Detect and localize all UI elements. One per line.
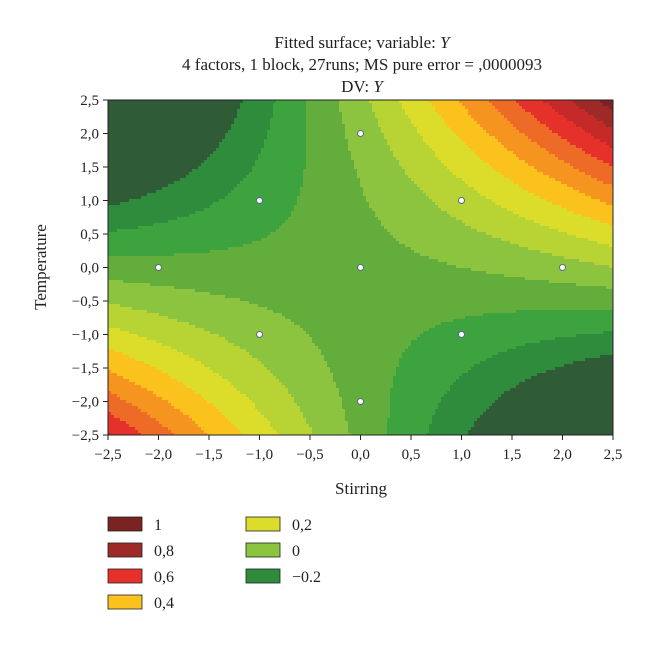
design-point (559, 264, 566, 271)
legend-label: 0,4 (154, 595, 174, 612)
chart-title-line-3: DV: Y (341, 77, 384, 96)
y-tick-label: −2,5 (72, 428, 99, 444)
chart-title-line-2: 4 factors, 1 block, 27runs; MS pure erro… (182, 55, 542, 74)
legend-item: 0,6 (107, 568, 174, 586)
legend-swatch (107, 542, 143, 558)
legend: 1 0,8 0,6 0,4 0,2 0 −0.2 (107, 516, 321, 612)
legend-swatch (107, 516, 143, 532)
x-tick-label: −0,5 (296, 447, 323, 463)
design-points (155, 130, 566, 405)
x-tick-label: −1,5 (195, 447, 222, 463)
y-tick-label: −0,5 (72, 294, 99, 310)
y-tick-label: −1,0 (72, 328, 99, 344)
x-tick-label: 1,0 (452, 447, 471, 463)
x-tick-label: 2,0 (553, 447, 572, 463)
y-tick-label: 2,5 (80, 93, 99, 109)
x-axis: −2,5 −2,0 −1,5 −1,0 −0,5 0,0 0,5 1,0 1,5 2,0 2,5 (94, 435, 622, 463)
legend-label: −0.2 (292, 569, 321, 586)
x-axis-label: Stirring (335, 479, 387, 498)
chart-title-line-1: Fitted surface; variable: Y (274, 33, 451, 52)
y-tick-label: 0,0 (80, 261, 99, 277)
y-tick-label: 0,5 (80, 227, 99, 243)
legend-item: 0,2 (245, 516, 312, 534)
legend-swatch (107, 568, 143, 584)
legend-item: −0.2 (245, 568, 321, 586)
contour-surface (108, 100, 613, 435)
legend-swatch (245, 542, 281, 558)
y-axis-label: Temperature (31, 224, 50, 310)
y-tick-label: 1,5 (80, 160, 99, 176)
legend-label: 0,8 (154, 543, 174, 560)
y-tick-label: −1,5 (72, 361, 99, 377)
legend-label: 0,6 (154, 569, 174, 586)
design-point (256, 331, 263, 338)
y-tick-label: −2,0 (72, 395, 99, 411)
x-tick-label: −2,5 (94, 447, 121, 463)
design-point (357, 398, 364, 405)
design-point (256, 197, 263, 204)
design-point (458, 197, 465, 204)
y-axis: −2,5 −2,0 −1,5 −1,0 −0,5 0,0 0,5 1,0 1,5 2,0 2,5 (72, 93, 108, 444)
legend-item: 0,8 (107, 542, 174, 560)
legend-swatch (107, 594, 143, 610)
x-tick-label: 2,5 (604, 447, 623, 463)
legend-item: 0,4 (107, 594, 174, 612)
x-tick-label: 0,5 (402, 447, 421, 463)
x-tick-label: 1,5 (503, 447, 522, 463)
design-point (155, 264, 162, 271)
legend-swatch (245, 516, 281, 532)
x-tick-label: 0,0 (351, 447, 370, 463)
legend-label: 0 (292, 543, 300, 560)
design-point (357, 130, 364, 137)
y-tick-label: 2,0 (80, 127, 99, 143)
legend-label: 1 (154, 517, 162, 534)
design-point (357, 264, 364, 271)
x-tick-label: −1,0 (246, 447, 273, 463)
legend-item: 1 (107, 516, 162, 534)
y-tick-label: 1,0 (80, 194, 99, 210)
legend-swatch (245, 568, 281, 584)
x-tick-label: −2,0 (145, 447, 172, 463)
legend-item: 0 (245, 542, 300, 560)
design-point (458, 331, 465, 338)
legend-label: 0,2 (292, 517, 312, 534)
